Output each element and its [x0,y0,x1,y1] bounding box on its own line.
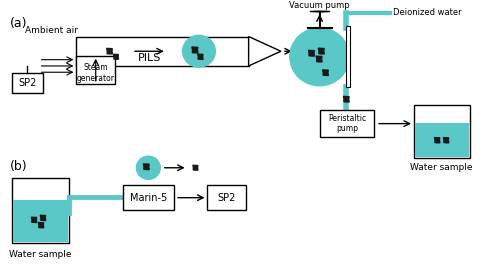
FancyBboxPatch shape [12,73,42,93]
Text: Marin-5: Marin-5 [130,193,167,203]
Polygon shape [32,217,37,223]
Text: (b): (b) [10,159,28,173]
Polygon shape [106,48,112,54]
FancyBboxPatch shape [320,110,374,137]
Text: Vacuum pump: Vacuum pump [290,1,350,10]
Polygon shape [316,56,322,62]
Polygon shape [76,36,248,66]
FancyBboxPatch shape [123,185,174,210]
Circle shape [290,28,350,86]
Polygon shape [114,54,118,59]
Polygon shape [198,54,203,59]
Polygon shape [192,47,198,53]
Polygon shape [318,48,324,54]
Polygon shape [248,36,281,66]
Polygon shape [344,96,349,102]
Polygon shape [144,164,150,170]
Text: Water sample: Water sample [9,250,72,259]
Text: Steam
generator: Steam generator [76,63,114,83]
Circle shape [136,156,160,179]
FancyBboxPatch shape [76,56,115,84]
FancyBboxPatch shape [12,178,69,243]
Text: Peristaltic
pump: Peristaltic pump [328,114,366,133]
Polygon shape [444,138,449,143]
Text: SP2: SP2 [18,78,36,88]
FancyBboxPatch shape [208,185,246,210]
FancyBboxPatch shape [414,105,470,158]
Text: Deionized water: Deionized water [392,8,461,17]
FancyBboxPatch shape [13,200,68,242]
Text: PILS: PILS [138,53,161,63]
Text: SP2: SP2 [218,193,236,203]
Text: Ambient air: Ambient air [25,26,78,35]
Circle shape [182,35,216,67]
Polygon shape [38,223,44,228]
Polygon shape [308,50,314,56]
Polygon shape [193,165,198,170]
FancyBboxPatch shape [415,123,469,157]
Text: Water sample: Water sample [410,163,473,172]
Polygon shape [322,70,328,76]
Text: (a): (a) [10,17,28,30]
FancyBboxPatch shape [346,26,350,87]
Polygon shape [40,215,46,220]
Polygon shape [434,138,440,143]
